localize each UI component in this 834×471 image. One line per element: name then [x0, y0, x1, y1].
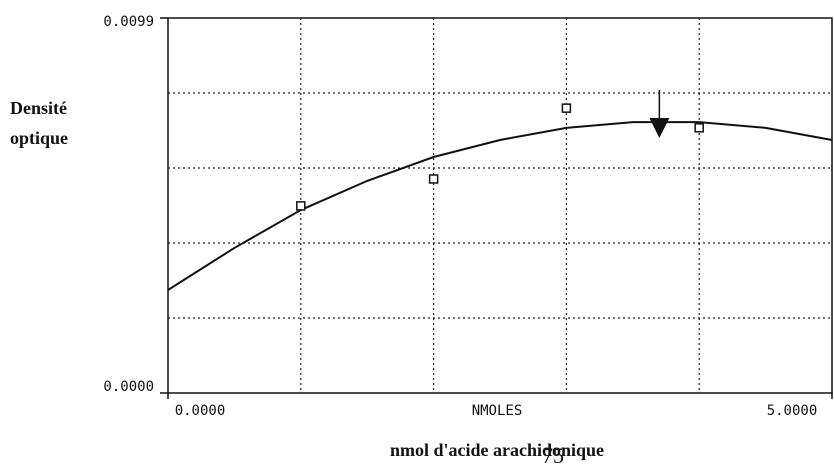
- y-axis-label: Densité: [10, 98, 67, 118]
- x-axis-label: nmol d'acide arachidonique: [390, 440, 604, 460]
- data-point: [561, 103, 572, 113]
- y-tick-label: 0.0000: [103, 379, 154, 395]
- fit-curve: [167, 121, 833, 291]
- data-point: [694, 123, 704, 133]
- y-axis-label: optique: [10, 128, 68, 148]
- page-number: 75: [542, 443, 564, 468]
- y-tick-label: 0.0099: [103, 14, 154, 30]
- x-tick-label: 0.0000: [175, 403, 226, 419]
- data-point: [428, 174, 439, 184]
- x-tick-label: 5.0000: [767, 403, 818, 419]
- data-point: [296, 201, 306, 211]
- plot-frame: [167, 17, 833, 394]
- annotation-arrowhead: [649, 118, 670, 138]
- x-axis-caption: NMOLES: [472, 403, 523, 419]
